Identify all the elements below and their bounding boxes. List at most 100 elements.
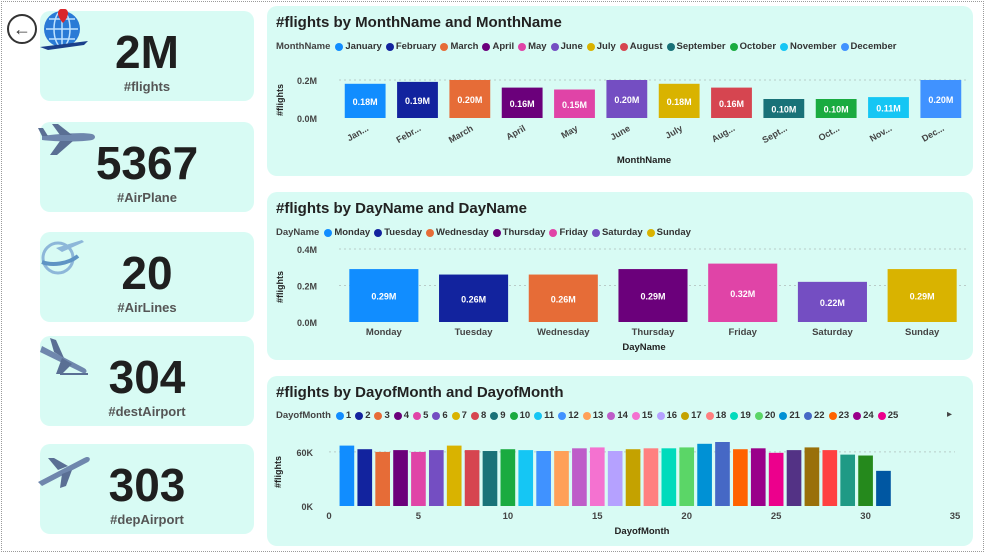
legend-item[interactable]: 20: [754, 410, 775, 421]
legend-item[interactable]: Monday: [324, 227, 370, 238]
legend-item[interactable]: 1: [335, 410, 351, 421]
data-label: 0.32M: [730, 289, 755, 299]
y-tick-label: 60K: [296, 448, 313, 458]
bar: [349, 269, 419, 322]
legend-item[interactable]: October: [729, 41, 776, 52]
bar: [786, 450, 802, 506]
legend-swatch: [779, 411, 788, 420]
legend-item[interactable]: June: [550, 41, 583, 52]
legend-item[interactable]: 15: [631, 410, 653, 421]
legend-item[interactable]: Saturday: [591, 227, 643, 238]
legend-item[interactable]: Sunday: [646, 227, 691, 238]
y-tick-label: 0.4M: [297, 245, 317, 255]
legend-item[interactable]: 11: [534, 410, 554, 421]
legend-item[interactable]: February: [385, 41, 436, 52]
legend-item[interactable]: 13: [582, 410, 603, 421]
legend-item[interactable]: March: [440, 41, 478, 52]
legend-item[interactable]: 19: [730, 410, 751, 421]
legend-label: 6: [442, 410, 448, 421]
takeoff-plane-icon: [38, 456, 90, 488]
legend-item[interactable]: December: [840, 41, 896, 52]
y-tick-label: 0.0M: [297, 114, 317, 124]
legend-label: August: [629, 41, 663, 52]
back-arrow-icon[interactable]: ←: [7, 14, 37, 44]
legend-item[interactable]: Friday: [549, 227, 588, 238]
legend-item[interactable]: Tuesday: [374, 227, 422, 238]
x-tick-label: Jan...: [345, 123, 370, 143]
legend-swatch: [549, 228, 558, 237]
data-label: 0.22M: [820, 298, 845, 308]
legend-item[interactable]: 6: [432, 410, 448, 421]
legend-item[interactable]: 5: [413, 410, 428, 421]
kpi-value: 303: [108, 459, 186, 511]
legend-swatch: [374, 228, 383, 237]
legend-item[interactable]: August: [619, 41, 663, 52]
legend-item[interactable]: 22: [803, 410, 825, 421]
legend-item[interactable]: 25: [877, 410, 898, 421]
legend-swatch: [324, 228, 333, 237]
legend-item[interactable]: April: [482, 41, 514, 52]
legend-label: 7: [461, 410, 467, 421]
legend-item[interactable]: 21: [779, 410, 800, 421]
kpi-value: 2M: [115, 26, 179, 78]
legend-swatch: [591, 228, 600, 237]
bar: [804, 447, 820, 506]
legend-item[interactable]: 16: [656, 410, 677, 421]
kpi-card-airplane: 5367 #AirPlane: [38, 122, 254, 212]
legend-item[interactable]: 24: [853, 410, 874, 421]
kpi-value: 20: [121, 247, 173, 299]
x-tick-label: June: [609, 123, 632, 142]
legend-item[interactable]: July: [586, 41, 616, 52]
legend-item[interactable]: 9: [490, 410, 506, 421]
legend-item[interactable]: 3: [374, 410, 390, 421]
scroll-right-icon[interactable]: ▸: [947, 409, 953, 420]
legend-swatch: [730, 411, 739, 420]
x-tick-label: 20: [681, 511, 692, 522]
legend-item[interactable]: 23: [828, 410, 849, 421]
legend-label: 2: [365, 410, 371, 421]
legend-item[interactable]: May: [518, 41, 547, 52]
legend-item[interactable]: 12: [558, 410, 579, 421]
legend-item[interactable]: 14: [607, 410, 628, 421]
legend-item[interactable]: 10: [509, 410, 530, 421]
bar: [815, 99, 857, 118]
legend-swatch: [492, 228, 501, 237]
kpi-card-airlines: 20 #AirLines: [40, 232, 254, 322]
legend-swatch: [646, 228, 655, 237]
legend-item[interactable]: Wednesday: [426, 227, 489, 238]
bar: [482, 451, 498, 506]
bar: [607, 451, 623, 506]
legend-item[interactable]: Thursday: [492, 227, 545, 238]
data-label: 0.26M: [461, 294, 486, 304]
legend-label: 4: [403, 410, 410, 421]
legend-item[interactable]: January: [335, 41, 382, 52]
legend-item[interactable]: 18: [705, 410, 726, 421]
bar: [464, 450, 480, 506]
legend-swatch: [681, 411, 690, 420]
bar: [618, 269, 688, 322]
legend-item[interactable]: November: [780, 41, 837, 52]
data-label: 0.19M: [405, 96, 430, 106]
bar: [643, 448, 659, 506]
bar: [554, 451, 569, 506]
legend-label: 21: [789, 410, 800, 421]
x-axis-label: DayName: [622, 342, 665, 353]
legend-item[interactable]: 8: [470, 410, 486, 421]
bar: [411, 451, 426, 506]
legend-label: Sunday: [656, 227, 691, 238]
legend-item[interactable]: 7: [451, 410, 467, 421]
legend-item[interactable]: 17: [681, 410, 702, 421]
x-tick-label: Thursday: [632, 327, 675, 338]
bar: [375, 451, 390, 506]
legend-item[interactable]: 4: [393, 410, 410, 421]
legend-item[interactable]: 2: [355, 410, 370, 421]
chart-title: #flights by DayofMonth and DayofMonth: [276, 384, 564, 401]
y-axis-label: #flights: [273, 456, 283, 488]
legend-label: Saturday: [601, 227, 643, 238]
bar: [536, 451, 551, 506]
legend-swatch: [509, 411, 518, 420]
legend-swatch: [840, 42, 849, 51]
legend-item[interactable]: September: [666, 41, 726, 52]
legend-label: 11: [544, 410, 555, 421]
bar: [393, 450, 408, 506]
